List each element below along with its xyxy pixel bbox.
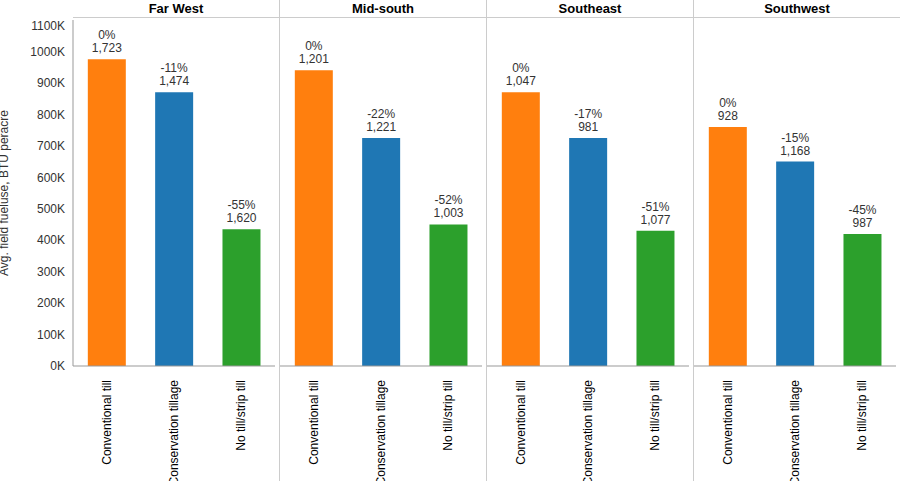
svg-text:Conservation tillage: Conservation tillage (581, 380, 595, 481)
svg-text:Conservation tillage: Conservation tillage (788, 380, 802, 481)
svg-text:Conventional till: Conventional till (100, 380, 114, 465)
svg-text:Conservation tillage: Conservation tillage (374, 380, 388, 481)
svg-text:Avg. field fueluse, BTU peracr: Avg. field fueluse, BTU peracre (8, 110, 11, 276)
html-text:Far West: Far West (148, 1, 204, 16)
svg-text:No till/strip till: No till/strip till (441, 380, 455, 451)
svg-text:0%928: 0%928 (718, 96, 738, 123)
svg-text:-51%1,077: -51%1,077 (640, 200, 670, 227)
svg-text:1100K: 1100K (31, 19, 65, 33)
svg-text:Conventional till: Conventional till (307, 380, 321, 465)
svg-text:600K: 600K (37, 171, 65, 185)
svg-text:No till/strip till: No till/strip till (648, 380, 662, 451)
svg-text:200K: 200K (37, 296, 65, 310)
svg-text:500K: 500K (37, 202, 65, 216)
svg-text:-55%1,620: -55%1,620 (226, 198, 256, 225)
svg-text:Conservation tillage: Conservation tillage (167, 380, 181, 481)
svg-text:0%1,047: 0%1,047 (506, 61, 536, 88)
svg-text:400K: 400K (37, 233, 65, 247)
svg-text:300K: 300K (37, 265, 65, 279)
svg-text:0K: 0K (50, 359, 65, 373)
svg-text:700K: 700K (37, 139, 65, 153)
svg-text:-52%1,003: -52%1,003 (433, 193, 463, 220)
svg-text:Conventional till: Conventional till (514, 380, 528, 465)
svg-text:1000K: 1000K (30, 45, 65, 59)
svg-text:No till/strip till: No till/strip till (855, 380, 869, 451)
svg-text:Conventional till: Conventional till (721, 380, 735, 465)
html-text:Southeast: Southeast (558, 1, 622, 16)
svg-text:-15%1,168: -15%1,168 (780, 131, 810, 158)
html-text:Mid-south: Mid-south (352, 1, 414, 16)
svg-text:100K: 100K (37, 328, 65, 342)
svg-text:-22%1,221: -22%1,221 (366, 107, 396, 134)
svg-text:900K: 900K (37, 76, 65, 90)
svg-text:0%1,723: 0%1,723 (92, 28, 122, 55)
svg-text:800K: 800K (37, 108, 65, 122)
svg-text:0%1,201: 0%1,201 (299, 39, 329, 66)
html-text:Southwest: Southwest (764, 1, 830, 16)
svg-text:-17%981: -17%981 (574, 107, 602, 134)
svg-text:-45%987: -45%987 (848, 203, 876, 230)
svg-text:No till/strip till: No till/strip till (234, 380, 248, 451)
svg-text:-11%1,474: -11%1,474 (159, 61, 189, 88)
